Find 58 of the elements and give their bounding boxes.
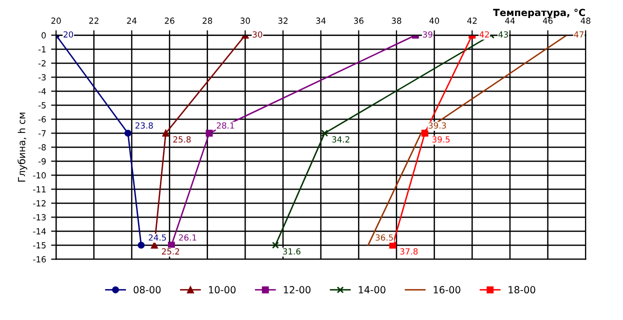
x-tick-label: 40 [429,18,440,24]
x-tick-label: 20 [51,18,61,24]
x-tick-label: 44 [505,18,515,24]
y-tick-label: 0 [42,32,46,38]
data-label: 28.1 [216,122,234,129]
y-tick-label: -14 [33,228,46,234]
y-tick-label: -8 [38,144,46,150]
data-label: 34.2 [332,136,350,143]
x-tick-label: 30 [240,18,250,24]
y-tick-label: -2 [38,60,46,66]
data-label: 25.8 [173,136,191,143]
y-tick-label: -1 [38,46,46,52]
x-tick-label: 22 [89,18,98,24]
x-axis-title: Температура, °C [493,8,585,18]
data-label: 23.8 [135,122,153,129]
data-label: 42 [479,31,489,38]
legend-label: 08-00 [134,286,161,294]
data-label: 20 [64,31,74,38]
data-label: 39.3 [428,122,446,129]
data-label: 47 [574,31,584,38]
x-tick-label: 26 [164,18,174,24]
y-tick-label: -16 [33,256,46,262]
y-tick-label: -5 [38,102,46,108]
x-tick-label: 28 [202,18,212,24]
y-axis-title: Глубина, h см [18,112,28,182]
x-tick-label: 46 [542,18,553,24]
y-tick-label: -7 [38,130,46,136]
data-label: 31.6 [283,248,300,255]
x-tick-label: 36 [354,18,364,24]
y-tick-label: -6 [38,116,46,122]
y-tick-label: -11 [33,186,46,192]
y-tick-label: -3 [38,74,46,80]
x-tick-label: 48 [580,18,590,24]
x-tick-label: 24 [127,18,137,24]
data-label: 43 [498,31,508,38]
data-label: 36.5 [376,234,393,241]
x-tick-label: 32 [278,18,288,24]
data-label: 30 [252,31,262,38]
y-tick-label: -13 [33,214,46,220]
data-label: 39 [422,31,432,38]
data-label: 37.8 [400,248,418,255]
x-tick-label: 34 [316,18,326,24]
legend-label: 16-00 [434,286,460,294]
legend-label: 10-00 [209,286,236,294]
data-label: 39.5 [432,136,450,143]
x-tick-label: 42 [467,18,477,24]
legend-label: 18-00 [508,286,536,294]
data-label: 26.1 [178,234,196,241]
y-tick-label: -10 [33,172,46,178]
legend-label: 14-00 [358,286,386,294]
data-label: 24.5 [148,234,166,241]
y-tick-label: -15 [33,242,46,248]
data-label: 25.2 [162,248,180,255]
x-tick-label: 38 [392,18,402,24]
legend-label: 12-00 [284,286,310,294]
y-tick-label: -9 [38,158,46,164]
y-tick-label: -12 [33,200,46,206]
y-tick-label: -4 [38,88,46,94]
